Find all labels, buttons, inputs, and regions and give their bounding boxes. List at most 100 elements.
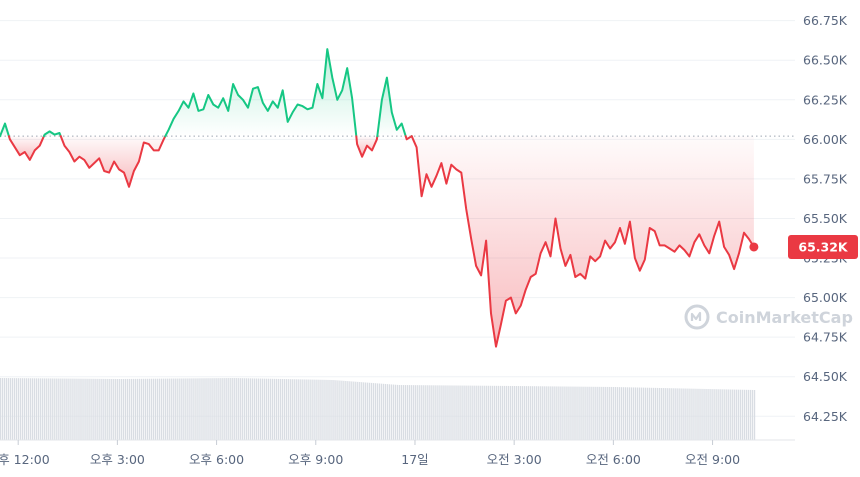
volume-bar: [499, 385, 502, 440]
volume-bar: [214, 378, 216, 440]
volume-bar: [178, 378, 180, 440]
volume-bar: [745, 389, 748, 440]
volume-bar: [537, 386, 539, 440]
volume-bar: [113, 378, 115, 440]
volume-bar: [319, 379, 321, 440]
volume-bar: [15, 378, 18, 440]
volume-bar: [680, 388, 682, 440]
volume-bar: [7, 378, 10, 440]
volume-bar: [416, 385, 418, 440]
volume-bar: [523, 386, 526, 440]
volume-bar: [1, 378, 4, 440]
volume-bar: [505, 385, 508, 440]
volume-bar: [535, 386, 537, 440]
volume-bar: [571, 386, 573, 440]
volume-bar: [396, 384, 399, 440]
volume-bar: [448, 385, 450, 440]
volume-bar: [367, 382, 369, 440]
volume-bar: [335, 380, 337, 440]
volume-bar: [180, 378, 182, 440]
price-line-down: [59, 135, 167, 188]
volume-bar: [609, 386, 611, 440]
volume-bar: [311, 379, 313, 440]
volume-bar: [365, 382, 367, 440]
volume-bar: [714, 389, 716, 440]
volume-bar: [265, 378, 268, 440]
volume-bar: [216, 378, 218, 440]
volume-bar: [513, 385, 516, 440]
x-tick-label: 오후 9:00: [288, 452, 343, 467]
volume-bar: [589, 386, 591, 440]
volume-bar: [194, 378, 196, 440]
volume-bar: [160, 378, 162, 440]
volume-bar: [299, 379, 301, 440]
volume-bar: [551, 386, 553, 440]
volume-bar: [343, 380, 345, 440]
volume-bar: [648, 387, 651, 440]
volume-bar: [692, 388, 694, 440]
volume-bar: [595, 386, 597, 440]
volume-bar: [309, 379, 311, 440]
volume-bar: [743, 389, 746, 440]
volume-bar: [638, 387, 641, 440]
volume-bar: [664, 388, 666, 440]
volume-bar: [176, 378, 178, 440]
volume-bar: [45, 378, 47, 440]
volume-bar: [650, 387, 653, 440]
volume-bar: [244, 378, 246, 440]
volume-bar: [543, 386, 545, 440]
y-tick-label: 64.50K: [803, 369, 848, 384]
y-tick-label: 65.00K: [803, 290, 848, 305]
y-tick-label: 66.25K: [803, 92, 848, 107]
volume-bar: [541, 386, 543, 440]
volume-bar: [420, 385, 422, 440]
volume-bars: [0, 378, 756, 440]
volume-bar: [95, 378, 97, 440]
volume-bar: [507, 385, 510, 440]
volume-bar: [146, 378, 149, 440]
volume-bar: [81, 378, 83, 440]
volume-bar: [305, 379, 307, 440]
volume-bar: [11, 378, 14, 440]
volume-bar: [158, 378, 161, 440]
volume-bar: [468, 385, 470, 440]
volume-bar: [19, 378, 22, 440]
y-tick-label: 65.75K: [803, 171, 848, 186]
volume-bar: [259, 378, 262, 440]
volume-bar: [688, 388, 690, 440]
volume-bar: [138, 378, 141, 440]
volume-bar: [325, 379, 327, 440]
volume-bar: [382, 383, 385, 440]
volume-bar: [728, 389, 730, 440]
volume-bar: [749, 389, 752, 440]
volume-bar: [339, 380, 341, 440]
volume-bar: [418, 385, 420, 440]
volume-bar: [660, 388, 662, 440]
volume-bar: [583, 386, 585, 440]
volume-bar: [204, 378, 206, 440]
volume-bar: [355, 381, 357, 440]
volume-bar: [696, 388, 698, 440]
volume-bar: [726, 389, 728, 440]
volume-bar: [287, 379, 289, 440]
volume-bar: [406, 385, 409, 440]
volume-bar: [438, 385, 440, 440]
volume-bar: [188, 378, 190, 440]
volume-bar: [563, 386, 565, 440]
volume-bar: [585, 386, 587, 440]
volume-bar: [430, 385, 432, 440]
volume-bar: [89, 378, 91, 440]
volume-bar: [501, 385, 504, 440]
volume-bar: [0, 378, 2, 440]
volume-bar: [39, 378, 41, 440]
volume-bar: [450, 385, 452, 440]
volume-bar: [331, 379, 333, 440]
volume-bar: [295, 379, 297, 440]
volume-bar: [579, 386, 581, 440]
volume-bar: [428, 385, 430, 440]
volume-bar: [474, 385, 476, 440]
volume-bar: [708, 389, 710, 440]
volume-bar: [519, 386, 522, 440]
